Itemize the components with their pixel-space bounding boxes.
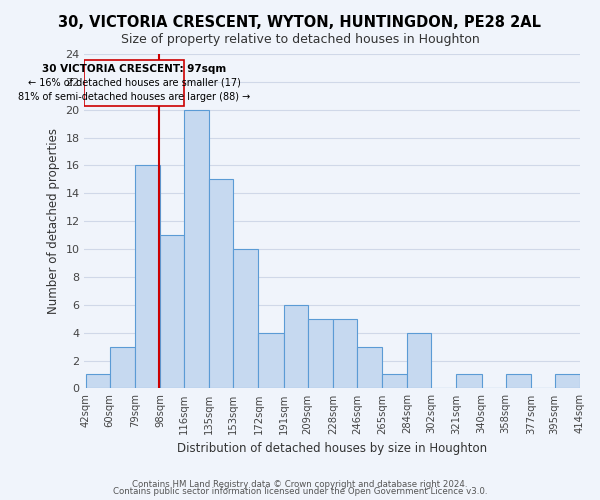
Bar: [506, 374, 531, 388]
Text: 30 VICTORIA CRESCENT: 97sqm: 30 VICTORIA CRESCENT: 97sqm: [42, 64, 226, 74]
Bar: [233, 249, 259, 388]
Bar: [407, 332, 431, 388]
Text: Contains public sector information licensed under the Open Government Licence v3: Contains public sector information licen…: [113, 488, 487, 496]
Text: 81% of semi-detached houses are larger (88) →: 81% of semi-detached houses are larger (…: [18, 92, 250, 102]
Text: 30, VICTORIA CRESCENT, WYTON, HUNTINGDON, PE28 2AL: 30, VICTORIA CRESCENT, WYTON, HUNTINGDON…: [59, 15, 542, 30]
Bar: [184, 110, 209, 388]
FancyBboxPatch shape: [85, 60, 184, 106]
Bar: [259, 332, 284, 388]
Bar: [308, 319, 333, 388]
Bar: [160, 235, 184, 388]
Bar: [333, 319, 357, 388]
Text: Contains HM Land Registry data © Crown copyright and database right 2024.: Contains HM Land Registry data © Crown c…: [132, 480, 468, 489]
Bar: [357, 346, 382, 389]
Bar: [555, 374, 580, 388]
Bar: [209, 180, 233, 388]
X-axis label: Distribution of detached houses by size in Houghton: Distribution of detached houses by size …: [177, 442, 487, 455]
Bar: [284, 305, 308, 388]
Y-axis label: Number of detached properties: Number of detached properties: [47, 128, 60, 314]
Bar: [135, 166, 160, 388]
Bar: [457, 374, 482, 388]
Bar: [86, 374, 110, 388]
Text: Size of property relative to detached houses in Houghton: Size of property relative to detached ho…: [121, 32, 479, 46]
Bar: [382, 374, 407, 388]
Bar: [110, 346, 135, 389]
Text: ← 16% of detached houses are smaller (17): ← 16% of detached houses are smaller (17…: [28, 78, 241, 88]
